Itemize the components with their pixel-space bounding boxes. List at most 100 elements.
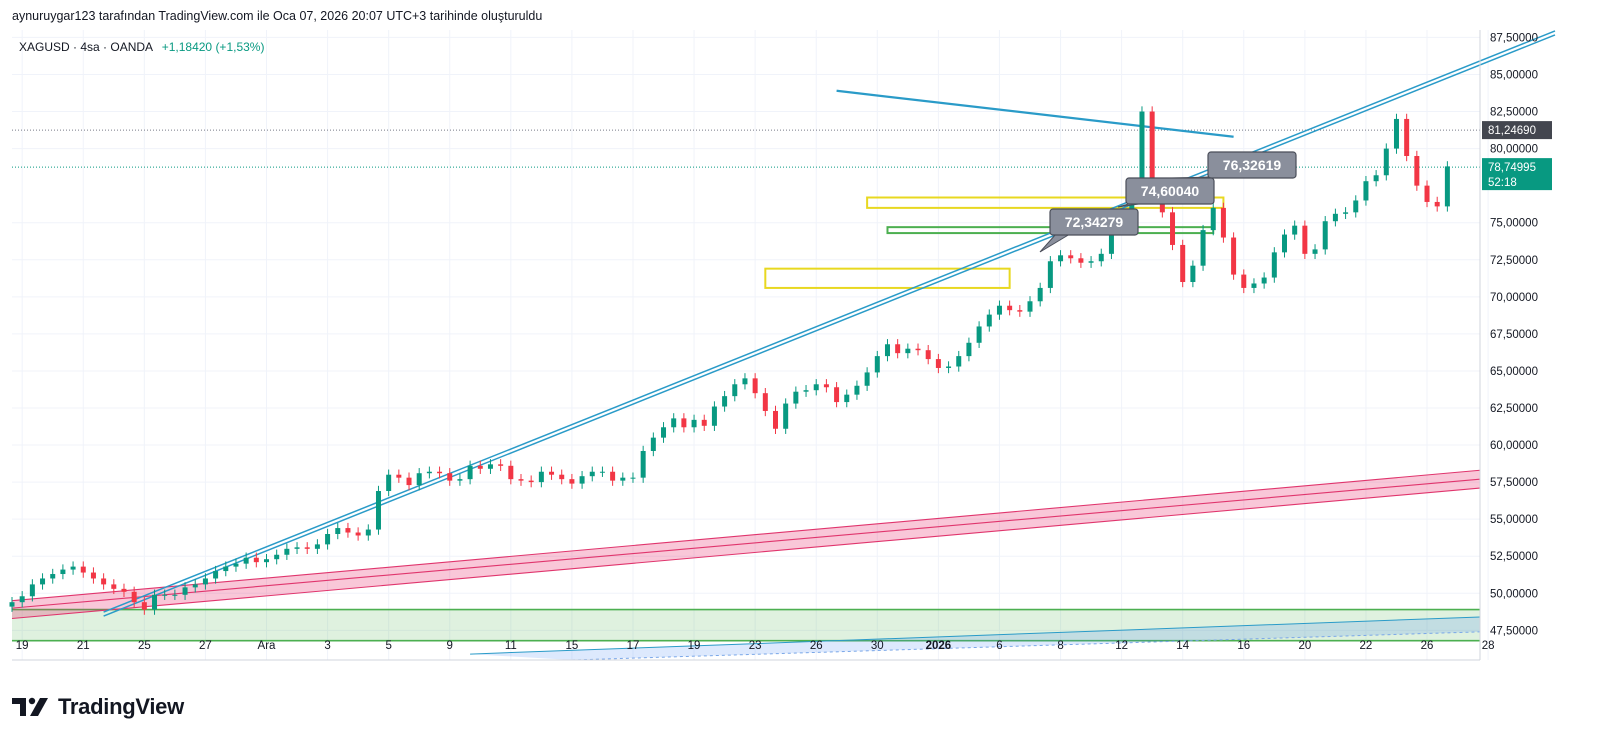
candle-body bbox=[294, 547, 300, 549]
axes: 87,50000 85,00000 82,50000 80,00000 75,00000… bbox=[12, 30, 1552, 661]
candle-body bbox=[762, 393, 768, 411]
candle-body bbox=[274, 554, 280, 560]
candle-body bbox=[1393, 118, 1399, 149]
tradingview-logo[interactable]: TradingView bbox=[12, 694, 184, 720]
candle-body bbox=[70, 566, 76, 570]
candle-body bbox=[966, 342, 972, 357]
candle-body bbox=[284, 548, 290, 555]
callout-text: 72,34279 bbox=[1065, 214, 1124, 230]
candle-body bbox=[1180, 244, 1186, 282]
candle-body bbox=[152, 594, 158, 610]
yellow-zone-low bbox=[764, 267, 1011, 289]
price-callout[interactable] bbox=[1125, 177, 1215, 205]
candle-body bbox=[223, 566, 229, 572]
candle-body bbox=[895, 344, 901, 354]
candle-body bbox=[467, 465, 473, 480]
rising-trendline-lower bbox=[103, 34, 1556, 617]
x-tick-label: 12 bbox=[1115, 640, 1128, 652]
candle-body bbox=[325, 534, 331, 545]
x-tick-label: 17 bbox=[627, 640, 640, 652]
pink-channel-line bbox=[11, 469, 1481, 602]
candle-body bbox=[9, 602, 15, 607]
x-tick-label: 26 bbox=[1421, 640, 1434, 652]
candle-body bbox=[834, 387, 840, 403]
pink-channel-line bbox=[11, 487, 1481, 620]
candle-body bbox=[355, 532, 361, 536]
price-callout[interactable] bbox=[1207, 151, 1297, 179]
y-tick-label: 72,50000 bbox=[1490, 255, 1538, 267]
grid bbox=[12, 30, 1489, 660]
candle-body bbox=[1190, 265, 1196, 282]
candle-body bbox=[1312, 249, 1318, 254]
candle-body bbox=[610, 471, 616, 481]
candle-body bbox=[213, 571, 219, 579]
candle-body bbox=[1068, 255, 1074, 259]
candle-body bbox=[1098, 253, 1104, 262]
zones bbox=[12, 196, 1480, 642]
candle-body bbox=[1007, 305, 1013, 311]
candle-body bbox=[518, 479, 524, 481]
candle-body bbox=[1261, 277, 1267, 284]
x-tick-label: 19 bbox=[16, 640, 29, 652]
candle-body bbox=[823, 384, 829, 388]
candle-body bbox=[19, 596, 25, 603]
countdown-text: 52:18 bbox=[1488, 177, 1517, 189]
candle-body bbox=[569, 479, 575, 484]
candle-body bbox=[986, 314, 992, 327]
x-tick-label: 15 bbox=[566, 640, 579, 652]
candle-body bbox=[996, 305, 1002, 315]
candle-body bbox=[60, 569, 66, 575]
x-tick-label: Ara bbox=[258, 640, 277, 652]
candle-body bbox=[101, 578, 107, 585]
x-tick-label: 21 bbox=[77, 640, 90, 652]
candle-body bbox=[813, 384, 819, 391]
candle-body bbox=[874, 356, 880, 373]
candle-body bbox=[742, 378, 748, 385]
candle-body bbox=[1220, 207, 1226, 238]
x-tick-label: 25 bbox=[138, 640, 151, 652]
x-tick-label: 27 bbox=[199, 640, 212, 652]
change-value: +1,18420 (+1,53%) bbox=[161, 40, 265, 54]
candle-body bbox=[192, 584, 198, 588]
candle-body bbox=[487, 464, 493, 469]
candle-body bbox=[1241, 274, 1247, 288]
candle-body bbox=[29, 584, 35, 597]
candle-body bbox=[925, 350, 931, 360]
x-tick-label: 20 bbox=[1298, 640, 1311, 652]
y-tick-label: 70,00000 bbox=[1490, 292, 1538, 304]
candle-body bbox=[1271, 252, 1277, 278]
x-tick-label: 14 bbox=[1176, 640, 1189, 652]
candle-body bbox=[1383, 148, 1389, 176]
candle-body bbox=[905, 348, 911, 354]
candle-body bbox=[946, 366, 952, 368]
callout-text: 76,32619 bbox=[1223, 157, 1282, 173]
header-caption: aynuruygar123 tarafından TradingView.com… bbox=[12, 9, 543, 23]
candle-body bbox=[691, 419, 697, 428]
y-tick-label: 62,50000 bbox=[1490, 403, 1538, 415]
tradingview-logo-text: TradingView bbox=[58, 694, 184, 719]
candle-body bbox=[243, 557, 249, 564]
candle-body bbox=[935, 359, 941, 368]
candle-body bbox=[854, 385, 860, 395]
price-callout[interactable] bbox=[1049, 208, 1139, 236]
candle-body bbox=[1302, 225, 1308, 254]
candle-body bbox=[884, 344, 890, 357]
symbol-label[interactable]: XAGUSD · 4sa · OANDA bbox=[19, 40, 153, 54]
y-tick-label: 50,00000 bbox=[1490, 588, 1538, 600]
y-tick-label: 57,50000 bbox=[1490, 477, 1538, 489]
candle-body bbox=[121, 588, 127, 592]
candle-body bbox=[1292, 225, 1298, 235]
candle-body bbox=[1404, 118, 1410, 156]
y-tick-label: 75,00000 bbox=[1490, 218, 1538, 230]
pink-channel-fill bbox=[12, 470, 1480, 619]
candle-body bbox=[1332, 213, 1338, 222]
candle-body bbox=[1139, 111, 1145, 195]
candle-body bbox=[80, 566, 86, 573]
candle-body bbox=[671, 418, 677, 428]
candle-body bbox=[701, 419, 707, 426]
candle-body bbox=[1170, 212, 1176, 245]
x-tick-label: 8 bbox=[1057, 640, 1063, 652]
symbol-legend[interactable]: XAGUSD · 4sa · OANDA +1,18420 (+1,53%) bbox=[19, 40, 264, 54]
candle-body bbox=[650, 437, 656, 451]
